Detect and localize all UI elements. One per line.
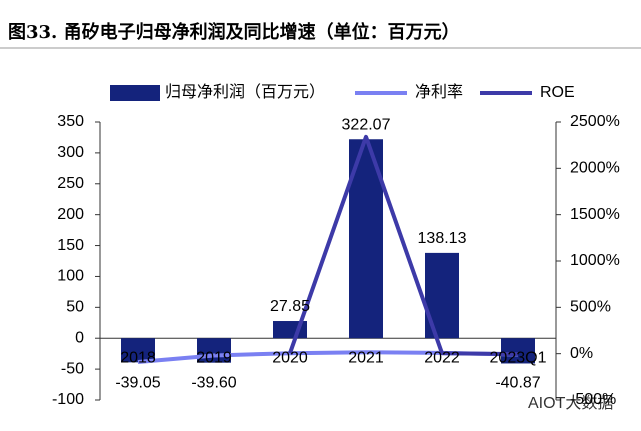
line (288, 134, 519, 357)
y-tick-label: 250 (57, 175, 84, 192)
value-label: -39.60 (191, 374, 236, 391)
y-tick-label: -100 (52, 391, 84, 408)
y-tick-label: 350 (57, 113, 84, 130)
y-tick-label: 100 (57, 268, 84, 285)
y-tick-label: 50 (66, 299, 84, 316)
x-tick-label: 2022 (424, 349, 460, 366)
y2-tick-label: -500% (570, 391, 616, 408)
bar (501, 338, 535, 364)
value-label: -39.05 (115, 374, 160, 391)
value-label: 322.07 (342, 116, 391, 133)
y2-tick-label: 500% (570, 299, 611, 316)
x-tick-label: 2020 (272, 349, 308, 366)
y-tick-label: -50 (61, 360, 84, 377)
value-label: -40.87 (495, 374, 540, 391)
bar (197, 338, 231, 363)
y2-tick-label: 1000% (570, 252, 620, 269)
x-tick-label: 2021 (348, 349, 384, 366)
legend-swatch (110, 85, 160, 101)
x-tick-label: 2019 (196, 349, 232, 366)
y2-tick-label: 2500% (570, 113, 620, 130)
legend-label: 归母净利润（百万元） (165, 83, 325, 101)
x-tick-label: 2023Q1 (490, 349, 547, 366)
y2-tick-label: 0% (570, 345, 593, 362)
bar (425, 252, 459, 339)
y-tick-label: 300 (57, 144, 84, 161)
watermark: AIOT大数据 (528, 394, 613, 412)
y-tick-label: 150 (57, 237, 84, 254)
x-tick-label: 2018 (120, 349, 156, 366)
value-label: 27.85 (270, 298, 310, 315)
legend-label: 净利率 (415, 83, 463, 101)
legend-label: ROE (540, 84, 575, 101)
y2-tick-label: 2000% (570, 160, 620, 177)
y-tick-label: 200 (57, 206, 84, 223)
y-tick-label: 0 (75, 329, 84, 346)
y2-tick-label: 1500% (570, 206, 620, 223)
bar (121, 338, 155, 363)
value-label: 138.13 (418, 230, 467, 247)
chart-title: 图33. 甬矽电子归母净利润及同比增速（单位：百万元） (8, 21, 460, 43)
